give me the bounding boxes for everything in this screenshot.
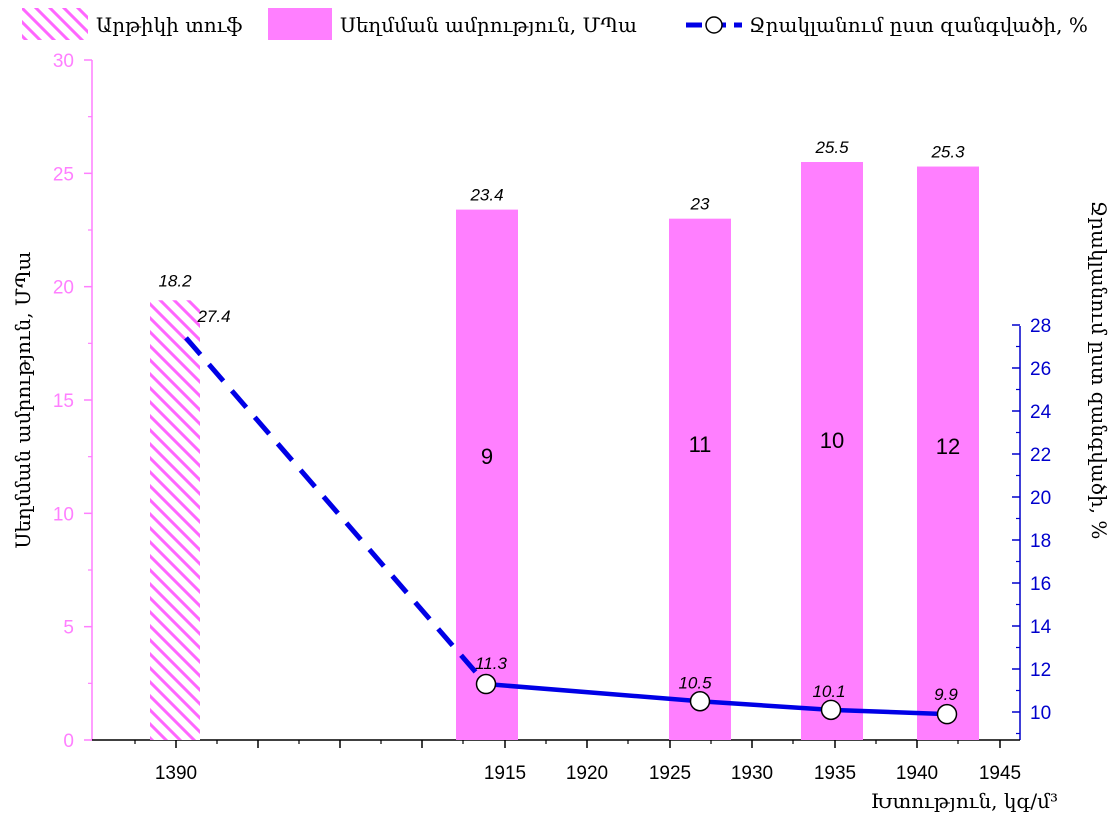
bar-data-label: 23.4 [469, 186, 503, 205]
y2-axis-title: Ջրակլանում ըստ զանգվածի, % [1087, 201, 1111, 540]
x-tick-label: 1925 [649, 763, 691, 784]
bar [917, 166, 979, 741]
bar-inner-label: 12 [936, 434, 960, 459]
y2-tick-label: 10 [1030, 703, 1051, 724]
left-axis: 0 5 10 15 20 25 30 [53, 51, 93, 752]
line-segment [699, 699, 832, 713]
bar-data-label: 18.2 [158, 271, 192, 290]
y-tick-label: 5 [63, 618, 74, 639]
y2-tick-label: 24 [1030, 402, 1052, 423]
y-tick-label: 0 [63, 731, 74, 752]
x-tick-label: 1920 [566, 763, 608, 784]
line-data-label: 9.9 [934, 685, 958, 704]
x-axis: 1390 1915 1920 1925 1930 1935 1940 1945 [92, 739, 1021, 784]
legend-marker [705, 16, 723, 34]
legend: Արթիկի տուֆ Սեղմման ամրություն, ՄՊա Ջրակ… [22, 8, 1088, 40]
bar-data-label: 25.5 [814, 138, 849, 157]
line-data-label: 10.1 [812, 682, 845, 701]
legend-item-bars[interactable]: Սեղմման ամրություն, ՄՊա [268, 8, 637, 40]
x-tick-label: 1935 [814, 763, 856, 784]
line-data-label: 10.5 [678, 673, 712, 692]
y-tick-label: 25 [53, 164, 74, 185]
x-tick-label: 1940 [896, 763, 938, 784]
legend-item-line[interactable]: Ջրակլանում ըստ զանգվածի, % [686, 13, 1088, 37]
bar-hatched [150, 300, 200, 740]
bar [456, 209, 518, 741]
x-tick-label: 1945 [979, 763, 1021, 784]
bar-data-label: 25.3 [930, 143, 965, 162]
x-tick-label: 1930 [731, 763, 773, 784]
bar-inner-label: 10 [820, 428, 844, 453]
line-segment [830, 707, 948, 717]
line-data-label: 27.4 [196, 307, 230, 326]
line-series: 27.4 11.3 10.5 10.1 9.9 [184, 307, 958, 725]
y-tick-label: 10 [53, 504, 74, 525]
legend-swatch-hatched [22, 8, 88, 40]
y-tick-label: 30 [53, 51, 74, 72]
bar-inner-label: 11 [689, 432, 712, 457]
y2-tick-label: 14 [1030, 617, 1052, 638]
line-point-marker [936, 703, 958, 725]
legend-label-bars: Սեղմման ամրություն, ՄՊա [340, 13, 637, 37]
bar-series: 18.2 23.4 9 23 11 25.5 10 25.3 12 [150, 138, 979, 741]
y2-tick-label: 20 [1030, 488, 1051, 509]
bar-data-label: 23 [690, 195, 710, 214]
bar [801, 162, 863, 740]
bar [669, 218, 731, 740]
line-point-marker [820, 699, 842, 721]
line-point-marker [475, 673, 497, 695]
line-data-label: 11.3 [475, 654, 507, 673]
x-tick-label: 1390 [155, 763, 197, 784]
y2-tick-label: 18 [1030, 531, 1051, 552]
y-tick-label: 15 [53, 391, 74, 412]
legend-item-hatched[interactable]: Արթիկի տուֆ [22, 8, 243, 40]
x-axis-title: Խտություն, կգ/մ³ [871, 789, 1058, 813]
y2-tick-label: 26 [1030, 359, 1051, 380]
line-segment-dashed [184, 336, 488, 686]
y2-tick-label: 28 [1030, 316, 1051, 337]
y-axis-title: Սեղմման ամրություն, ՄՊա [11, 252, 35, 549]
y2-tick-label: 22 [1030, 445, 1051, 466]
y2-tick-label: 16 [1030, 574, 1051, 595]
line-segment [485, 681, 701, 704]
y-tick-label: 20 [53, 278, 74, 299]
x-tick-label: 1915 [484, 763, 526, 784]
y2-tick-label: 12 [1030, 660, 1051, 681]
legend-label-hatched: Արթիկի տուֆ [96, 13, 243, 37]
legend-label-line: Ջրակլանում ըստ զանգվածի, % [749, 13, 1088, 37]
legend-swatch-bars [268, 8, 332, 40]
bar-inner-label: 9 [481, 444, 493, 469]
line-point-marker [689, 691, 711, 712]
right-axis: 10 12 14 16 18 20 22 24 26 28 [1012, 316, 1052, 740]
